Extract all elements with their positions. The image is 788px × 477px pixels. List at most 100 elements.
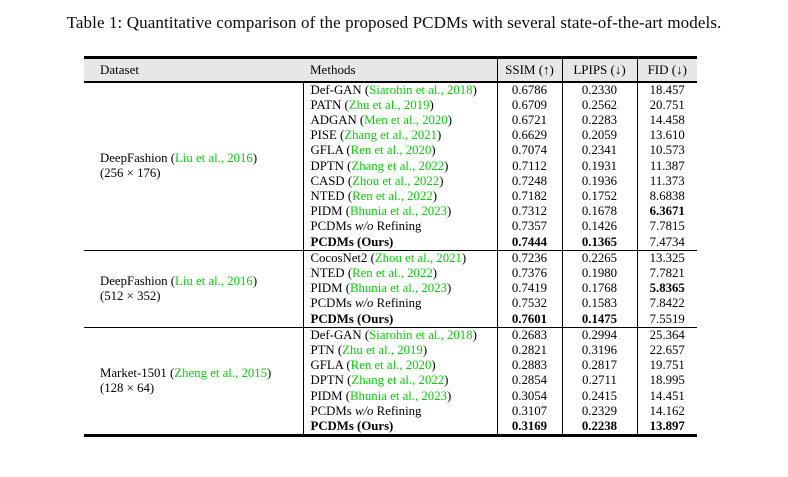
ssim-value: 0.7074 bbox=[497, 143, 563, 159]
method-citation-link[interactable]: Zhou et al., 2022 bbox=[352, 173, 440, 188]
ssim-value: 0.6786 bbox=[497, 81, 563, 98]
table-row: DPTN (Zhang et al., 2022) 0.7112 0.1931 11.… bbox=[84, 158, 697, 174]
table-row: PCDMs w/o Refining 0.7357 0.1426 7.7815 bbox=[84, 219, 697, 235]
ssim-value: 0.7601 bbox=[497, 311, 563, 328]
ssim-value: 0.3169 bbox=[497, 418, 563, 436]
ssim-value: 0.2683 bbox=[497, 326, 563, 343]
column-header-ssim: SSIM (↑) bbox=[497, 57, 563, 83]
lpips-value: 0.1475 bbox=[562, 311, 638, 328]
ssim-value: 0.2854 bbox=[497, 373, 563, 389]
fid-value: 7.5519 bbox=[649, 311, 685, 326]
ssim-value: 0.7112 bbox=[497, 158, 563, 174]
method-cell: ADGAN (Men et al., 2020) bbox=[303, 112, 498, 129]
lpips-value: 0.1936 bbox=[562, 173, 638, 189]
lpips-value: 0.2415 bbox=[562, 388, 638, 404]
fid-value: 18.457 bbox=[649, 82, 685, 97]
method-cell: Def-GAN (Siarohin et al., 2018) bbox=[303, 326, 498, 343]
method-cell: PCDMs (Ours) bbox=[303, 311, 498, 328]
fid-value: 7.7821 bbox=[649, 265, 685, 280]
lpips-value: 0.1980 bbox=[562, 265, 638, 282]
table-row: PIDM (Bhunia et al., 2023) 0.7419 0.1768 5.… bbox=[84, 281, 697, 297]
method-citation-link[interactable]: Ren et al., 2022 bbox=[352, 265, 433, 280]
method-citation-link[interactable]: Zhu et al., 2019 bbox=[348, 97, 430, 112]
ssim-value: 0.7236 bbox=[497, 249, 563, 266]
fid-value: 14.451 bbox=[649, 388, 685, 403]
dataset-name: Market-1501 (Zheng et al., 2015) bbox=[100, 365, 272, 380]
dataset-resolution: (256 × 176) bbox=[100, 166, 161, 181]
table-row: PISE (Zhang et al., 2021) 0.6629 0.2059 13.… bbox=[84, 128, 697, 144]
lpips-value: 0.1931 bbox=[562, 158, 638, 174]
dataset-resolution: (128 × 64) bbox=[100, 380, 155, 395]
dataset-cell: DeepFashion (Liu et al., 2016) (256 × 176… bbox=[84, 81, 304, 251]
fid-value: 11.387 bbox=[649, 158, 685, 173]
method-citation-link[interactable]: Bhunia et al., 2023 bbox=[349, 204, 447, 219]
fid-value: 19.751 bbox=[649, 358, 685, 373]
method-citation-link[interactable]: Zhu et al., 2019 bbox=[342, 342, 423, 357]
column-header-dataset: Dataset bbox=[84, 57, 303, 83]
method-cell: PCDMs (Ours) bbox=[303, 418, 498, 436]
method-cell: GFLA (Ren et al., 2020) bbox=[303, 143, 498, 159]
ssim-value: 0.7312 bbox=[497, 204, 563, 220]
table-row: CASD (Zhou et al., 2022) 0.7248 0.1936 11.3… bbox=[84, 173, 697, 189]
lpips-value: 0.1768 bbox=[562, 281, 638, 297]
dataset-name: DeepFashion (Liu et al., 2016) bbox=[100, 273, 258, 288]
table-container: Dataset Methods SSIM (↑) LPIPS (↓) FID (↓) D… bbox=[84, 56, 788, 438]
method-citation-link[interactable]: Zhang et al., 2021 bbox=[344, 128, 438, 143]
ssim-value: 0.7182 bbox=[497, 188, 563, 205]
method-citation-link[interactable]: Ren et al., 2022 bbox=[352, 188, 433, 203]
ssim-value: 0.6721 bbox=[497, 112, 563, 129]
method-cell: DPTN (Zhang et al., 2022) bbox=[303, 158, 498, 174]
table-row: GFLA (Ren et al., 2020) 0.2883 0.2817 19.75… bbox=[84, 358, 697, 374]
ssim-value: 0.2883 bbox=[497, 358, 563, 374]
fid-value: 14.458 bbox=[649, 112, 685, 127]
lpips-value: 0.2562 bbox=[562, 97, 638, 113]
ssim-value: 0.7357 bbox=[497, 219, 563, 235]
method-citation-link[interactable]: Siarohin et al., 2018 bbox=[369, 327, 473, 342]
table-row: Market-1501 (Zheng et al., 2015) (128 × 6… bbox=[84, 326, 697, 436]
ssim-value: 0.7419 bbox=[497, 281, 563, 297]
dataset-citation-link[interactable]: Liu et al., 2016 bbox=[175, 273, 253, 288]
table-row: DPTN (Zhang et al., 2022) 0.2854 0.2711 18.… bbox=[84, 373, 697, 389]
table-row: PTN (Zhu et al., 2019) 0.2821 0.3196 22.657 bbox=[84, 342, 697, 359]
fid-value: 18.995 bbox=[649, 373, 685, 388]
lpips-value: 0.3196 bbox=[562, 342, 638, 359]
method-cell: PCDMs w/o Refining bbox=[303, 219, 498, 235]
lpips-value: 0.2817 bbox=[562, 358, 638, 374]
fid-value: 8.6838 bbox=[649, 188, 685, 203]
method-citation-link[interactable]: Men et al., 2020 bbox=[364, 112, 448, 127]
method-cell: PTN (Zhu et al., 2019) bbox=[303, 342, 498, 359]
fid-value: 5.8365 bbox=[649, 281, 685, 296]
method-citation-link[interactable]: Siarohin et al., 2018 bbox=[369, 82, 473, 97]
method-cell: PCDMs (Ours) bbox=[303, 234, 498, 251]
table-row: GFLA (Ren et al., 2020) 0.7074 0.2341 10.57… bbox=[84, 143, 697, 159]
ssim-value: 0.3107 bbox=[497, 403, 563, 419]
method-citation-link[interactable]: Zhang et al., 2022 bbox=[351, 158, 445, 173]
method-citation-link[interactable]: Zhang et al., 2022 bbox=[351, 373, 445, 388]
fid-value: 13.897 bbox=[649, 418, 685, 433]
dataset-citation-link[interactable]: Zheng et al., 2015 bbox=[174, 365, 268, 380]
dataset-citation-link[interactable]: Liu et al., 2016 bbox=[175, 150, 253, 165]
method-citation-link[interactable]: Bhunia et al., 2023 bbox=[349, 388, 447, 403]
column-header-lpips: LPIPS (↓) bbox=[562, 57, 638, 83]
table-row: DeepFashion (Liu et al., 2016) (512 × 352… bbox=[84, 249, 697, 328]
table-row: PCDMs (Ours) 0.7601 0.1475 7.5519 bbox=[84, 311, 697, 328]
fid-value: 22.657 bbox=[649, 342, 685, 357]
method-citation-link[interactable]: Zhou et al., 2021 bbox=[374, 250, 462, 265]
fid-value: 6.3671 bbox=[649, 204, 685, 219]
method-citation-link[interactable]: Ren et al., 2020 bbox=[350, 358, 432, 373]
fid-value: 20.751 bbox=[649, 97, 685, 112]
method-citation-link[interactable]: Ren et al., 2020 bbox=[350, 143, 432, 158]
lpips-value: 0.1426 bbox=[562, 219, 638, 235]
method-cell: PCDMs w/o Refining bbox=[303, 403, 498, 419]
lpips-value: 0.1678 bbox=[562, 204, 638, 220]
lpips-value: 0.2238 bbox=[562, 418, 638, 436]
method-citation-link[interactable]: Bhunia et al., 2023 bbox=[349, 281, 447, 296]
lpips-value: 0.2994 bbox=[562, 326, 638, 343]
ssim-value: 0.3054 bbox=[497, 388, 563, 404]
fid-value: 7.8422 bbox=[649, 296, 685, 311]
table-row: PCDMs w/o Refining 0.7532 0.1583 7.8422 bbox=[84, 296, 697, 312]
table-header-row: Dataset Methods SSIM (↑) LPIPS (↓) FID (↓) bbox=[84, 57, 697, 83]
lpips-value: 0.1583 bbox=[562, 296, 638, 312]
fid-value: 25.364 bbox=[637, 326, 697, 343]
method-cell: NTED (Ren et al., 2022) bbox=[303, 265, 498, 282]
